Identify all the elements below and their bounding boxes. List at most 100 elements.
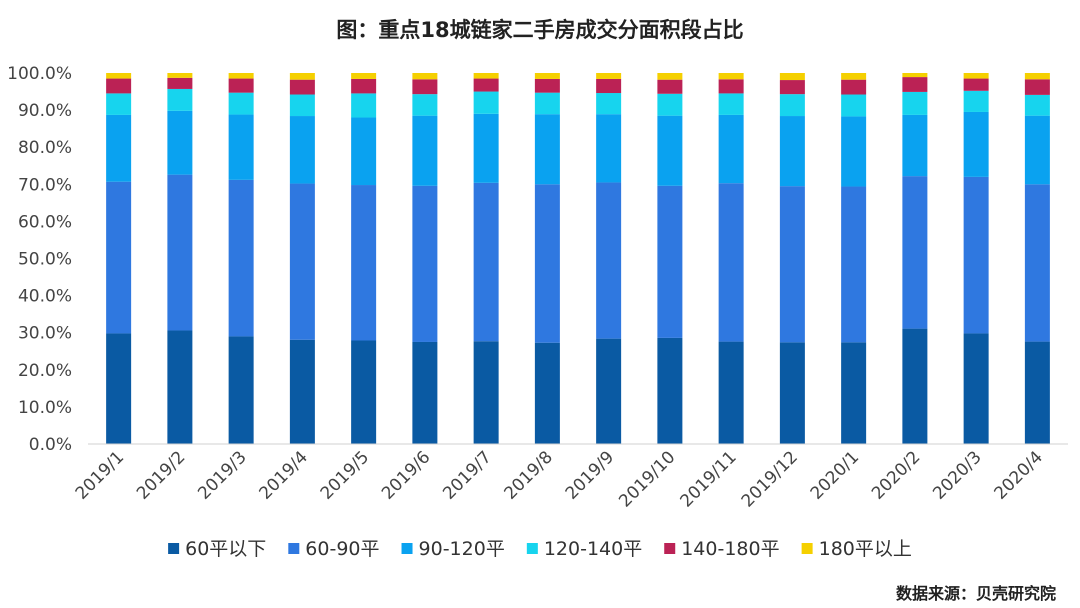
- legend-swatch: [288, 543, 300, 554]
- bar-segment: [106, 73, 132, 79]
- legend-label: 60平以下: [185, 538, 266, 560]
- bar-segment: [902, 114, 928, 177]
- y-tick-label: 90.0%: [18, 101, 72, 121]
- y-tick-label: 60.0%: [18, 212, 72, 232]
- bar-segment: [473, 341, 499, 444]
- bar-segment: [657, 115, 683, 186]
- legend-label: 60-90平: [305, 538, 379, 560]
- legend-swatch: [664, 543, 676, 554]
- chart-title: 图：重点18城链家二手房成交分面积段占比: [336, 18, 744, 42]
- bar-segment: [534, 184, 560, 343]
- legend-label: 180平以上: [819, 538, 912, 560]
- bar-segment: [779, 80, 805, 95]
- bar-segment: [1024, 184, 1050, 342]
- bar-segment: [779, 73, 805, 81]
- legend-label: 90-120平: [419, 538, 505, 560]
- bar-segment: [596, 338, 622, 444]
- x-tick-label: 2019/6: [378, 447, 434, 503]
- legend-label: 140-180平: [681, 538, 779, 560]
- bar-segment: [718, 183, 744, 342]
- bar-segment: [963, 78, 989, 91]
- bar-segment: [351, 78, 377, 94]
- bar-segment: [167, 110, 193, 175]
- bar-segment: [412, 115, 438, 186]
- bar-segment: [412, 185, 438, 342]
- bar-segment: [289, 79, 315, 95]
- bar-segment: [841, 94, 867, 117]
- x-tick-label: 2019/8: [500, 447, 556, 503]
- bar-segment: [841, 186, 867, 343]
- bar-segment: [289, 339, 315, 444]
- bar-segment: [167, 174, 193, 331]
- bar-segment: [596, 78, 622, 94]
- bar-segment: [106, 78, 132, 94]
- bar-segment: [902, 176, 928, 329]
- bar-segment: [657, 73, 683, 80]
- y-tick-label: 10.0%: [18, 398, 72, 418]
- y-tick-label: 50.0%: [18, 250, 72, 270]
- bar-segment: [228, 179, 254, 337]
- bar-segment: [902, 91, 928, 115]
- x-tick-label: 2019/4: [255, 447, 311, 503]
- bar-segment: [657, 79, 683, 94]
- bar-segment: [228, 73, 254, 79]
- bar-segment: [351, 93, 377, 118]
- bar-segment: [106, 114, 132, 182]
- bar-segment: [534, 78, 560, 93]
- x-tick-label: 2019/3: [194, 447, 250, 503]
- y-tick-label: 40.0%: [18, 287, 72, 307]
- source-note: 数据来源：贝壳研究院: [895, 584, 1056, 603]
- bar-segment: [351, 340, 377, 444]
- bar-segment: [473, 91, 499, 114]
- bar-segment: [228, 78, 254, 93]
- bar-segment: [473, 182, 499, 342]
- bar-segment: [718, 73, 744, 80]
- legend-label: 120-140平: [544, 538, 642, 560]
- x-tick-label: 2019/11: [677, 447, 741, 511]
- bar-segment: [412, 94, 438, 116]
- bar-segment: [841, 73, 867, 80]
- x-tick-label: 2019/10: [615, 447, 679, 511]
- y-tick-label: 80.0%: [18, 138, 72, 158]
- bar-segment: [167, 77, 193, 89]
- bar-segment: [596, 182, 622, 339]
- bar-segment: [841, 342, 867, 444]
- bar-segment: [289, 73, 315, 80]
- bar-segment: [473, 113, 499, 183]
- x-tick-label: 2019/1: [72, 447, 128, 503]
- bar-segment: [657, 185, 683, 338]
- bar-segment: [473, 73, 499, 79]
- bar-segment: [228, 92, 254, 115]
- bar-segment: [902, 73, 928, 78]
- x-tick-label: 2020/2: [868, 447, 924, 503]
- x-tick-label: 2019/5: [317, 447, 373, 503]
- bar-segment: [351, 117, 377, 186]
- bar-segment: [718, 79, 744, 94]
- bar-segment: [841, 79, 867, 95]
- bar-segment: [106, 333, 132, 444]
- x-tick-label: 2019/2: [133, 447, 189, 503]
- y-tick-label: 70.0%: [18, 175, 72, 195]
- x-tick-label: 2020/1: [807, 447, 863, 503]
- bar-segment: [228, 336, 254, 444]
- bar-segment: [106, 181, 132, 334]
- bar-segment: [534, 114, 560, 185]
- bar-segment: [412, 79, 438, 95]
- bars: [106, 73, 1050, 444]
- bar-segment: [963, 333, 989, 444]
- bar-segment: [841, 116, 867, 187]
- bar-segment: [1024, 341, 1050, 444]
- y-tick-label: 0.0%: [29, 435, 72, 455]
- legend: 60平以下 60-90平 90-120平 120-140平 140-180平 180平以上: [168, 538, 912, 560]
- bar-segment: [534, 92, 560, 115]
- bar-segment: [1024, 73, 1050, 80]
- bar-segment: [167, 73, 193, 78]
- bar-segment: [106, 93, 132, 115]
- bar-segment: [1024, 79, 1050, 95]
- bar-segment: [902, 328, 928, 444]
- bar-segment: [963, 111, 989, 177]
- bar-segment: [718, 341, 744, 444]
- legend-swatch: [526, 543, 538, 554]
- bar-segment: [534, 73, 560, 79]
